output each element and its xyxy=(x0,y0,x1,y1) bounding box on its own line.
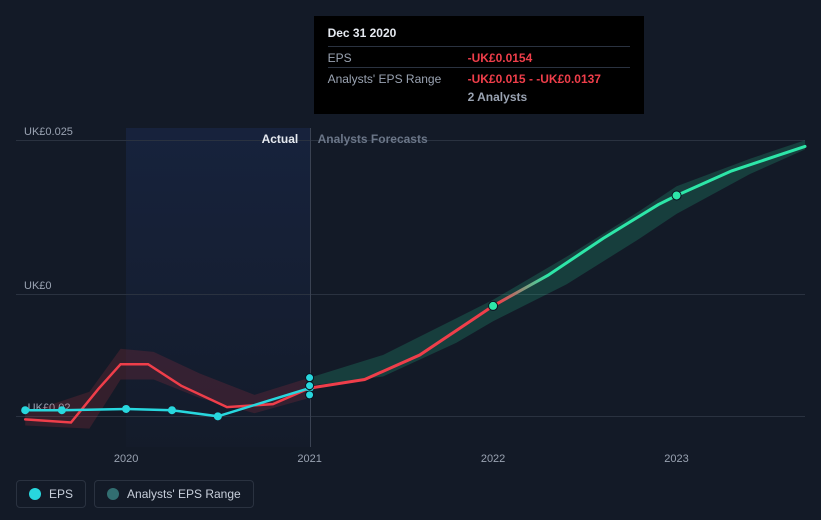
legend-item-range[interactable]: Analysts' EPS Range xyxy=(94,480,254,508)
legend-item-eps[interactable]: EPS xyxy=(16,480,86,508)
x-axis: 2020 2021 2022 2023 xyxy=(16,447,805,475)
tooltip-key-eps: EPS xyxy=(328,51,468,65)
dot-icon xyxy=(29,488,41,500)
dot-icon xyxy=(107,488,119,500)
tooltip-date: Dec 31 2020 xyxy=(328,26,630,40)
legend: EPS Analysts' EPS Range xyxy=(16,480,254,508)
x-tick-label: 2020 xyxy=(114,453,138,465)
tooltip: Dec 31 2020 EPS -UK£0.0154 Analysts' EPS… xyxy=(314,16,644,114)
tooltip-key-range: Analysts' EPS Range xyxy=(328,72,468,86)
x-tick-label: 2021 xyxy=(297,453,321,465)
tooltip-sub: 2 Analysts xyxy=(468,88,630,104)
plot-region[interactable]: -UK£0.02UK£0UK£0.025ActualAnalysts Forec… xyxy=(16,128,805,447)
legend-label: EPS xyxy=(49,487,73,501)
legend-label: Analysts' EPS Range xyxy=(127,487,241,501)
x-tick-label: 2023 xyxy=(664,453,688,465)
tooltip-val-eps: -UK£0.0154 xyxy=(468,51,533,65)
x-tick-label: 2022 xyxy=(481,453,505,465)
chart-svg xyxy=(16,128,805,447)
tooltip-val-range: -UK£0.015 - -UK£0.0137 xyxy=(468,72,601,86)
